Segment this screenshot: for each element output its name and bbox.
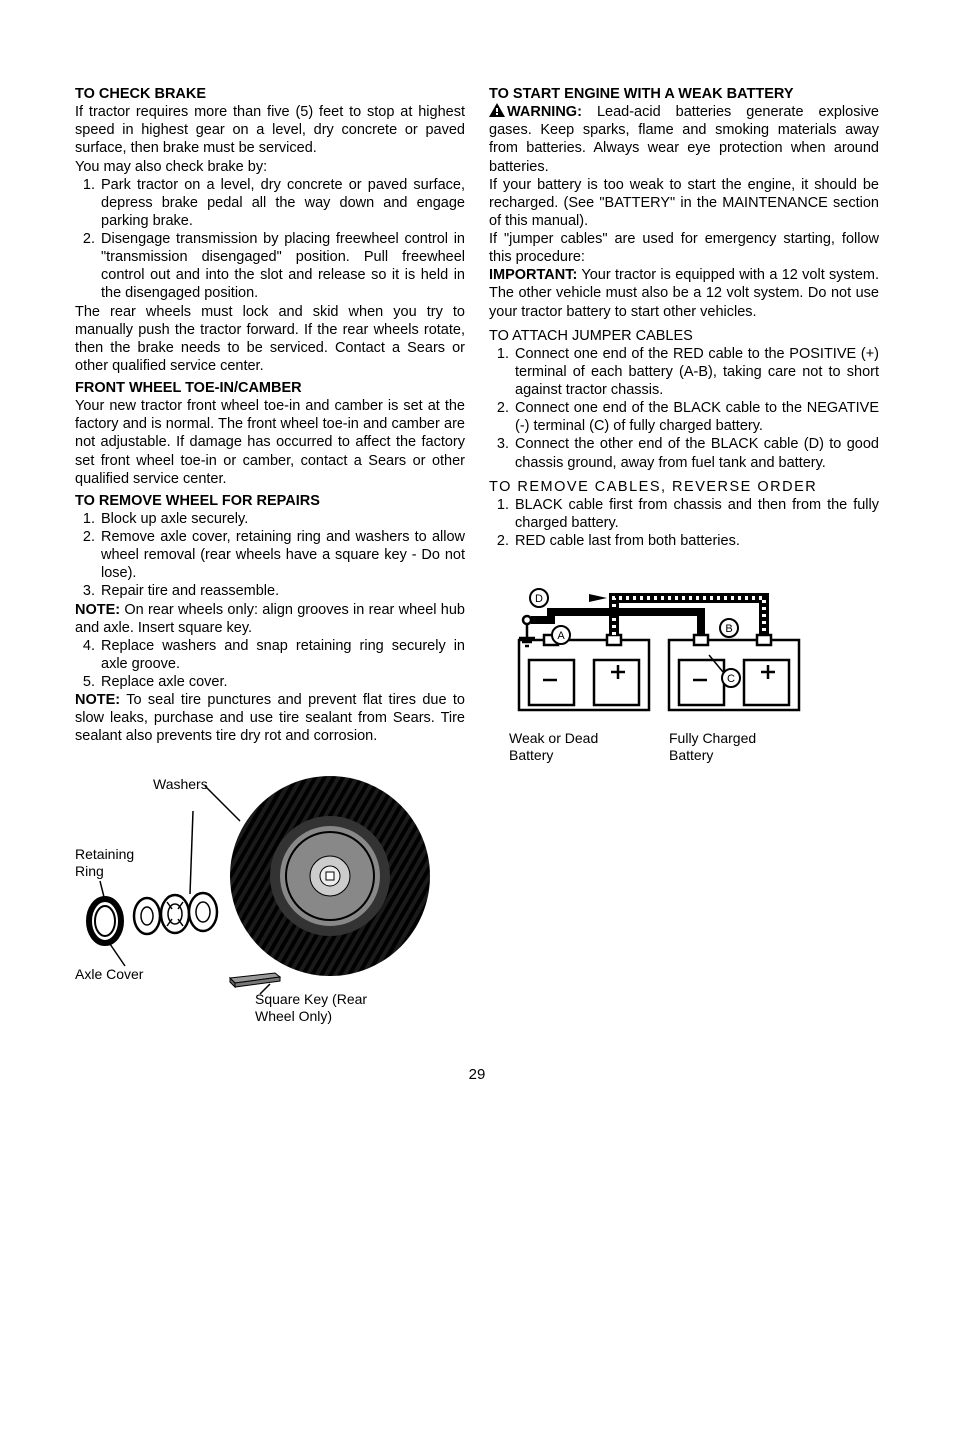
heading-remove-wheel: TO REMOVE WHEEL FOR REPAIRS (75, 492, 465, 510)
figure-battery: C A B D Weak or Dead Battery Fully Charg… (499, 580, 819, 770)
label-washers: Washers (153, 776, 208, 794)
battery-diagram: C A B D (499, 580, 819, 730)
important-label: IMPORTANT: (489, 267, 577, 283)
warning-icon (489, 103, 505, 117)
note-text: To seal tire punctures and prevent flat … (75, 692, 465, 744)
note-label: NOTE: (75, 602, 120, 618)
heading-remove-cables: TO REMOVE CABLES, REVERSE ORDER (489, 478, 879, 496)
label-axle-cover: Axle Cover (75, 966, 143, 984)
figure-wheel: Washers Retaining Ring Axle Cover Square… (75, 766, 435, 1026)
list-remove-cables: BLACK cable first from chassis and then … (489, 496, 879, 550)
note: NOTE: To seal tire punctures and prevent… (75, 691, 465, 745)
important-para: IMPORTANT: Your tractor is equipped with… (489, 266, 879, 320)
note-label: NOTE: (75, 692, 120, 708)
label-full-battery: Fully Charged Battery (669, 730, 756, 764)
right-column: TO START ENGINE WITH A WEAK BATTERY WARN… (489, 85, 879, 1026)
note-text: On rear wheels only: align grooves in re… (75, 602, 465, 636)
list-item: Disengage transmission by placing freewh… (99, 230, 465, 303)
list-item: Connect one end of the RED cable to the … (513, 345, 879, 399)
list-item: Replace washers and snap retaining ring … (99, 637, 465, 673)
para: You may also check brake by: (75, 158, 465, 176)
list-item: Remove axle cover, retaining ring and wa… (99, 528, 465, 582)
page-number: 29 (75, 1066, 879, 1085)
list-item: Repair tire and reassemble. (99, 582, 465, 600)
svg-text:C: C (727, 673, 735, 685)
svg-text:A: A (557, 630, 565, 642)
para: The rear wheels must lock and skid when … (75, 303, 465, 376)
list-item: RED cable last from both batteries. (513, 532, 879, 550)
svg-text:B: B (725, 623, 732, 635)
left-column: TO CHECK BRAKE If tractor requires more … (75, 85, 465, 1026)
list-item: Connect the other end of the BLACK cable… (513, 435, 879, 471)
warning-para: WARNING: Lead-acid batteries generate ex… (489, 103, 879, 176)
heading-start-engine: TO START ENGINE WITH A WEAK BATTERY (489, 85, 879, 103)
label-retaining: Retaining Ring (75, 846, 134, 881)
list-item: Replace axle cover. (99, 673, 465, 691)
wheel-diagram (75, 766, 435, 1026)
para: If your battery is too weak to start the… (489, 176, 879, 230)
para: Your new tractor front wheel toe-in and … (75, 397, 465, 488)
para: If "jumper cables" are used for emergenc… (489, 230, 879, 266)
svg-text:D: D (535, 593, 543, 605)
heading-check-brake: TO CHECK BRAKE (75, 85, 465, 103)
label-weak-battery: Weak or Dead Battery (509, 730, 598, 764)
list-item: Park tractor on a level, dry concrete or… (99, 176, 465, 230)
page-content: TO CHECK BRAKE If tractor requires more … (75, 85, 879, 1026)
para: If tractor requires more than five (5) f… (75, 103, 465, 157)
list-remove-wheel-cont: Replace washers and snap retaining ring … (75, 637, 465, 691)
label-square-key: Square Key (Rear Wheel Only) (255, 991, 367, 1026)
heading-attach-cables: TO ATTACH JUMPER CABLES (489, 327, 879, 345)
warning-label: WARNING: (507, 104, 582, 120)
list-item: BLACK cable first from chassis and then … (513, 496, 879, 532)
list-check-brake: Park tractor on a level, dry concrete or… (75, 176, 465, 303)
list-item: Connect one end of the BLACK cable to th… (513, 399, 879, 435)
list-remove-wheel: Block up axle securely. Remove axle cove… (75, 510, 465, 601)
list-item: Block up axle securely. (99, 510, 465, 528)
note: NOTE: On rear wheels only: align grooves… (75, 601, 465, 637)
heading-toe-in: FRONT WHEEL TOE-IN/CAMBER (75, 379, 465, 397)
list-attach-cables: Connect one end of the RED cable to the … (489, 345, 879, 472)
